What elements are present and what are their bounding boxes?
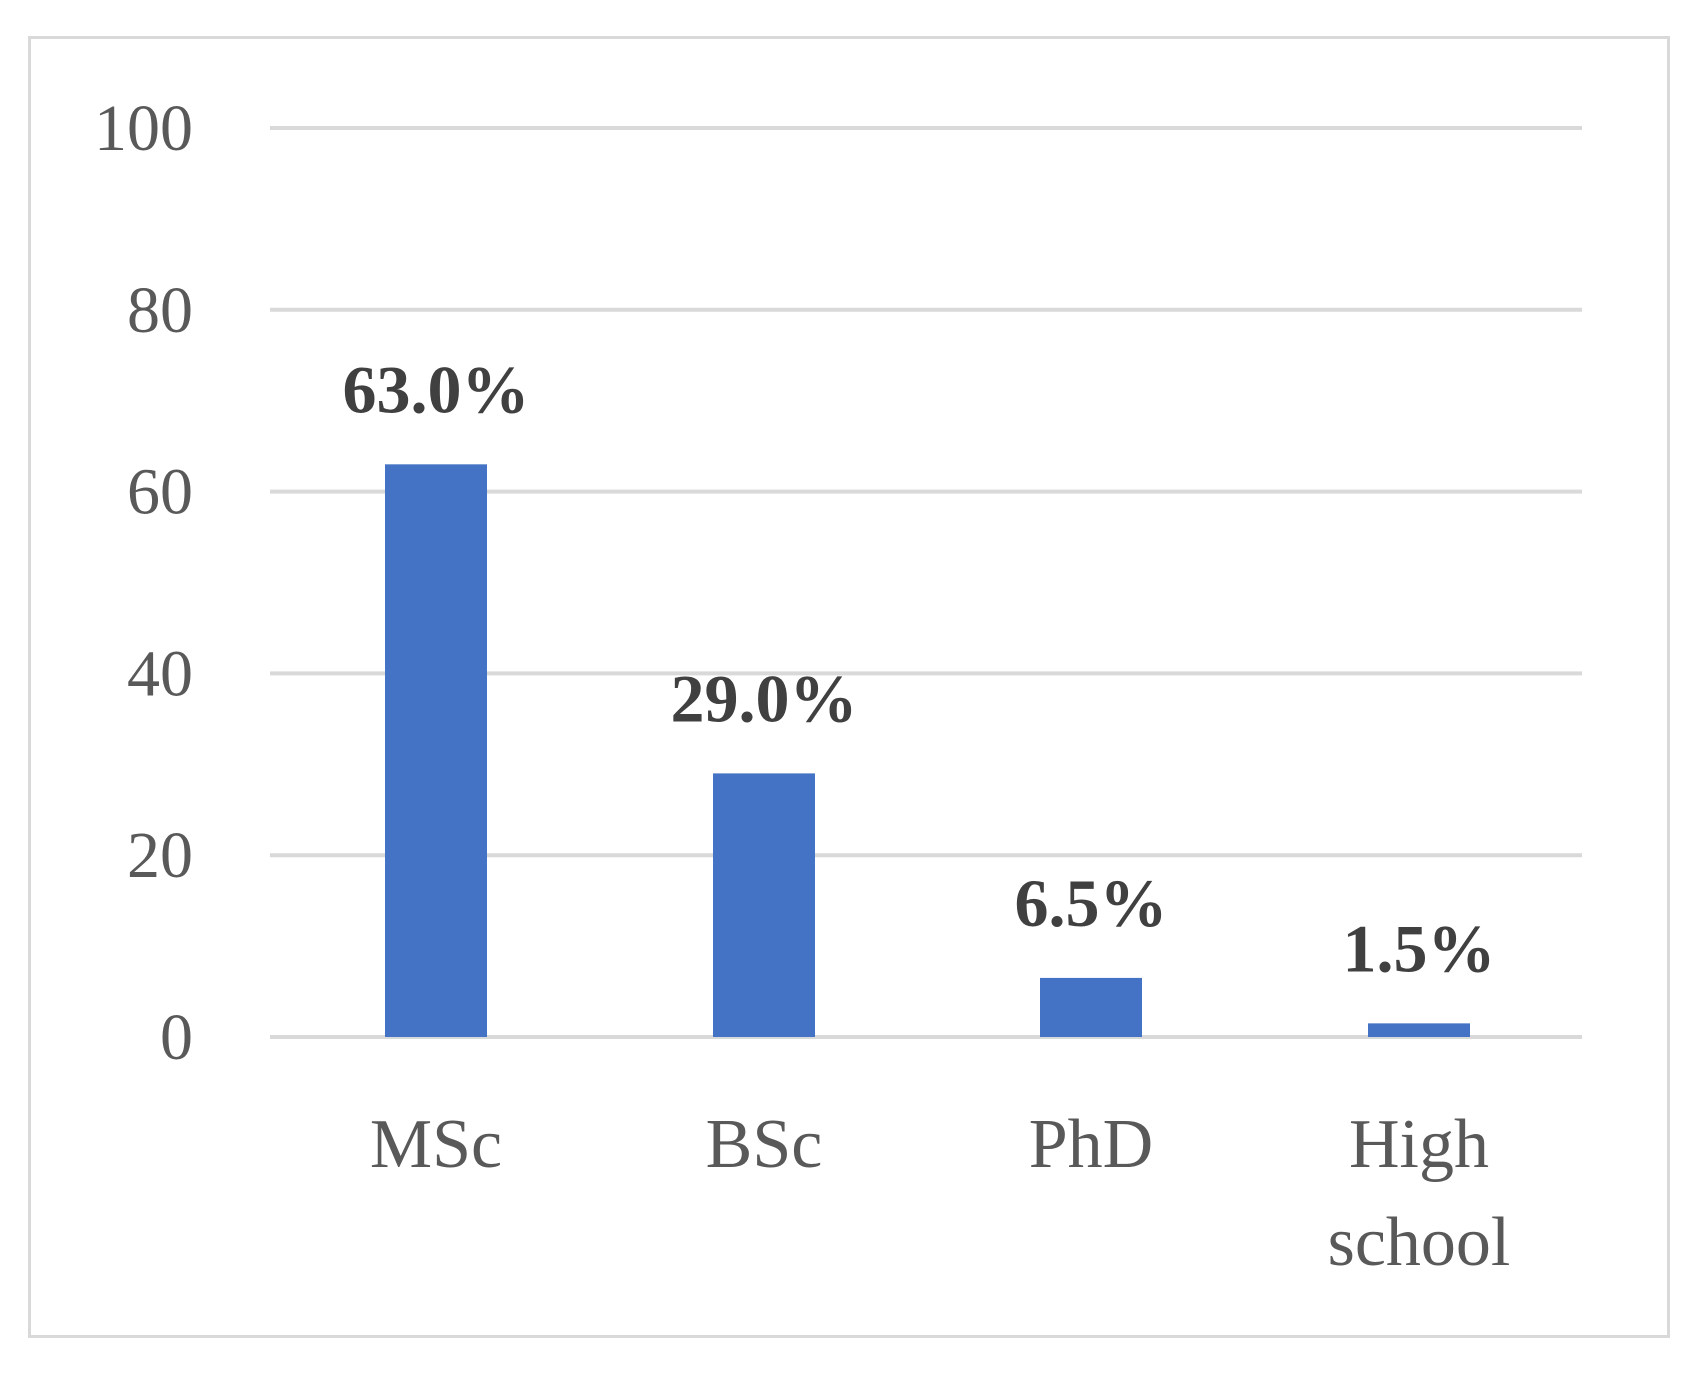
category-label-phd: PhD xyxy=(1029,1106,1153,1183)
category-label-high-school: High school xyxy=(1328,1106,1511,1281)
data-label-bsc: 29.0% xyxy=(671,660,858,736)
bar-bsc xyxy=(713,773,815,1037)
y-axis-tick-labels: 0 20 40 60 80 100 xyxy=(94,92,193,1074)
data-labels: 63.0% 29.0% 6.5% 1.5% xyxy=(343,351,1496,986)
data-label-high-school: 1.5% xyxy=(1343,910,1496,986)
bar-phd xyxy=(1040,977,1142,1037)
y-tick-label-100: 100 xyxy=(94,92,193,165)
y-tick-label-20: 20 xyxy=(127,819,193,892)
data-label-msc: 63.0% xyxy=(343,351,530,427)
data-label-phd: 6.5% xyxy=(1015,865,1168,941)
bars xyxy=(385,464,1470,1038)
y-tick-label-60: 60 xyxy=(127,456,193,529)
bar-high-school xyxy=(1368,1023,1470,1037)
chart-frame xyxy=(28,36,1670,1338)
category-label-msc: MSc xyxy=(370,1106,502,1183)
x-axis-category-labels: MSc BSc PhD High school xyxy=(370,1106,1511,1281)
y-tick-label-40: 40 xyxy=(127,637,193,710)
category-label-bsc: BSc xyxy=(706,1106,823,1183)
bar-msc xyxy=(385,464,487,1038)
y-tick-label-0: 0 xyxy=(160,1001,193,1074)
y-tick-label-80: 80 xyxy=(127,274,193,347)
gridlines xyxy=(270,126,1582,1039)
